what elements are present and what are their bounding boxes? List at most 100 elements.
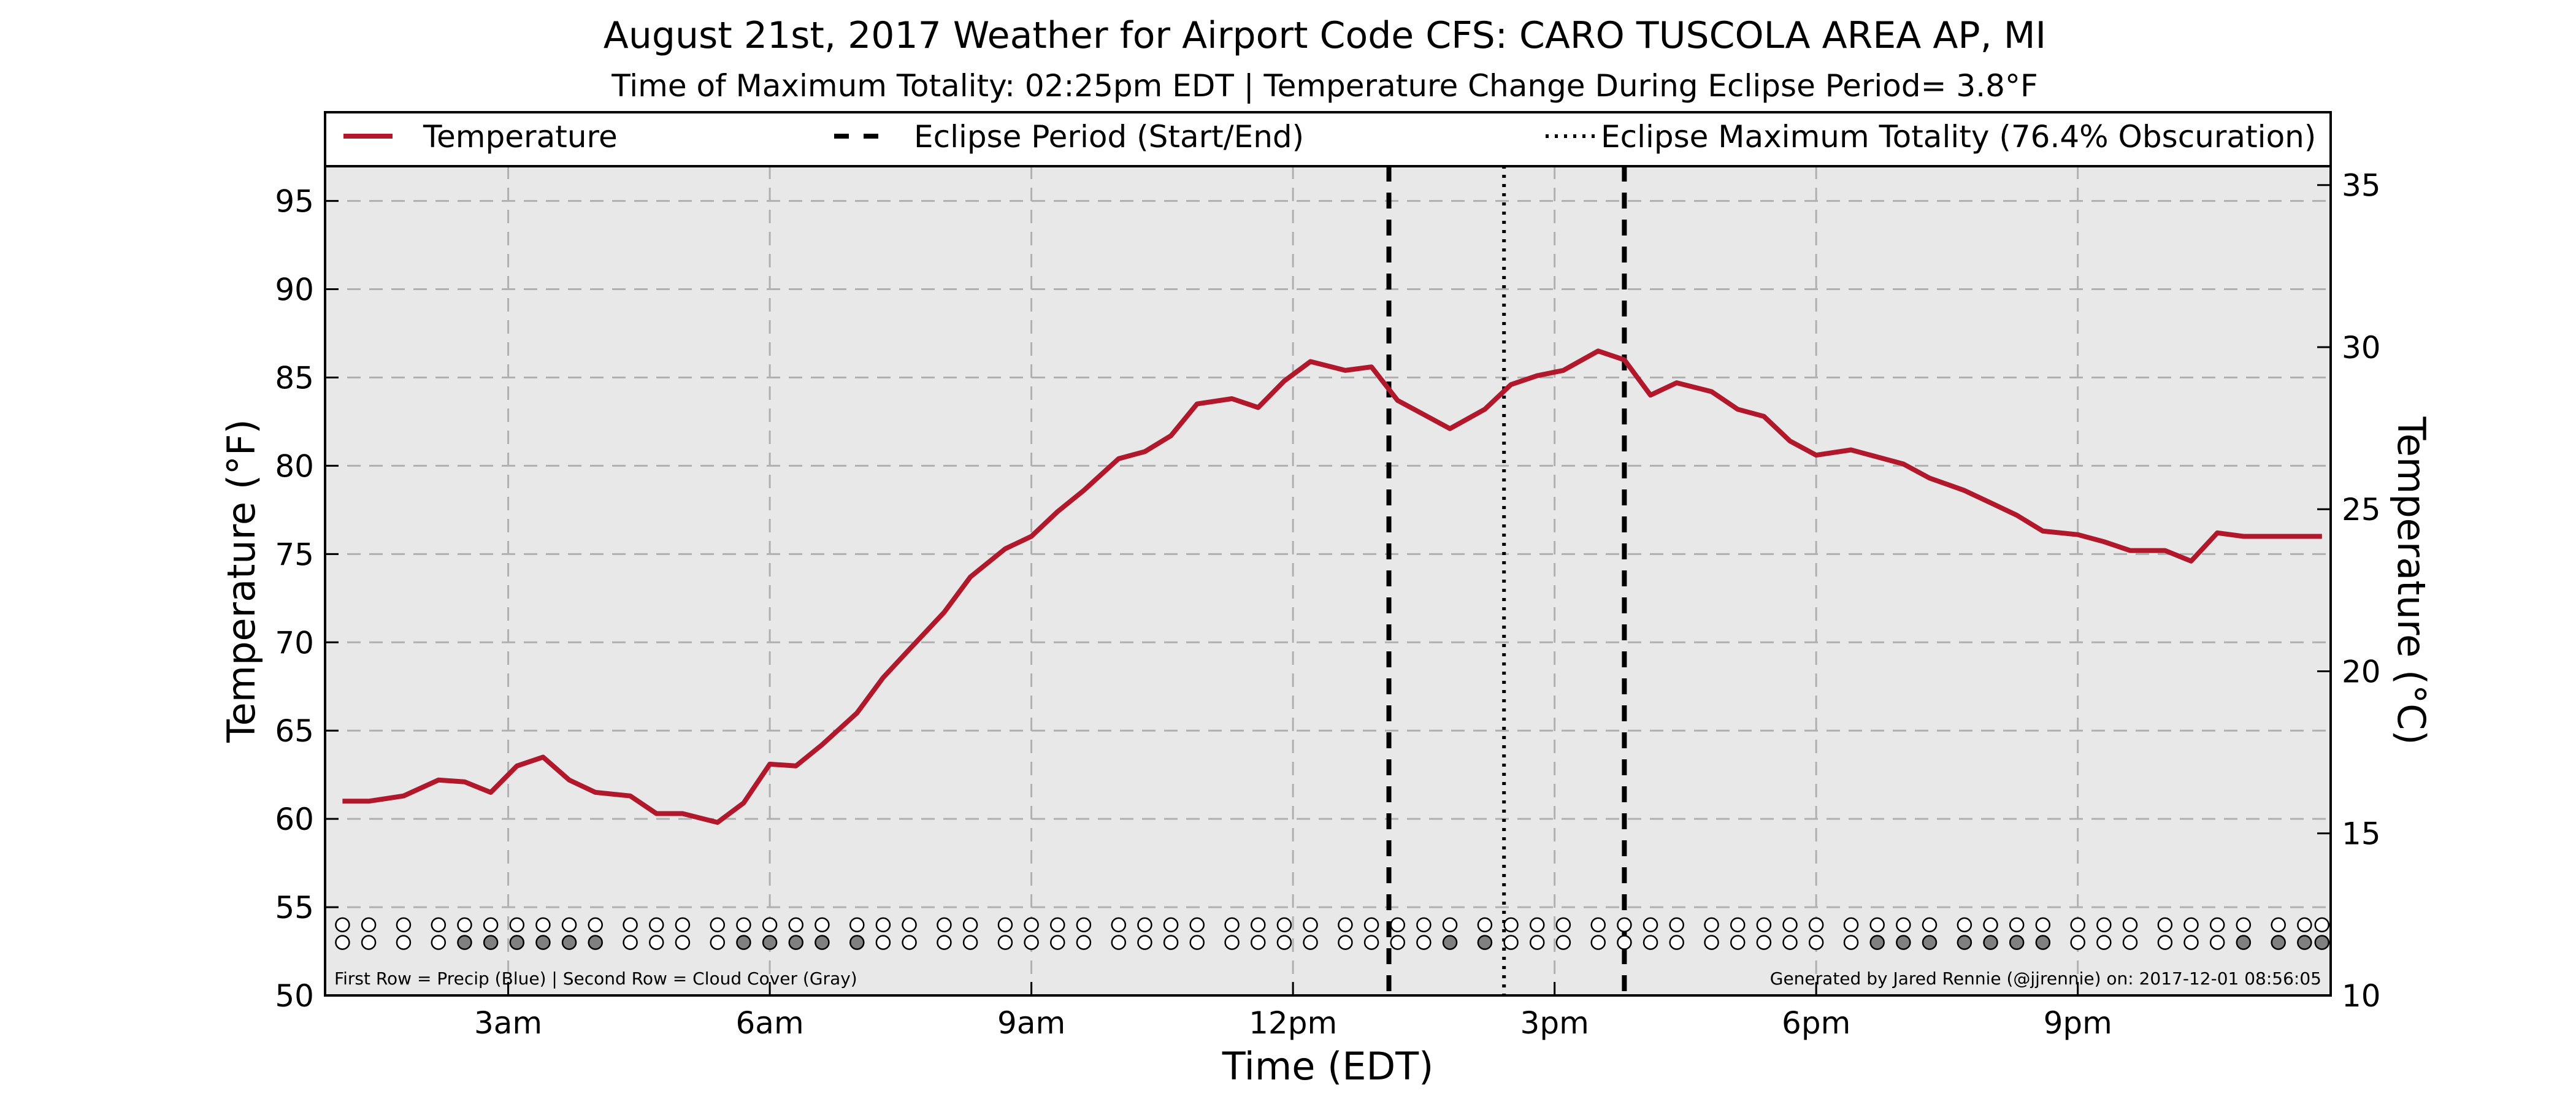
cloud-marker: [483, 935, 499, 950]
precip-marker: [1704, 917, 1719, 933]
cloud-marker: [1276, 935, 1292, 950]
x-axis-label: Time (EDT): [1222, 1044, 1434, 1089]
precip-marker: [1442, 917, 1458, 933]
cloud-marker: [710, 935, 726, 950]
y2-axis-label: Temperature (°C): [2389, 416, 2434, 745]
plot-area: [325, 166, 2331, 995]
y-tick-label: 80: [275, 448, 314, 484]
footnote-left: First Row = Precip (Blue) | Second Row =…: [334, 968, 857, 989]
legend-label-eclipse-period: Eclipse Period (Start/End): [914, 119, 1304, 155]
cloud-marker: [2096, 935, 2112, 950]
cloud-marker: [675, 935, 691, 950]
precip-marker: [1276, 917, 1292, 933]
cloud-marker: [1704, 935, 1719, 950]
cloud-marker: [1730, 935, 1746, 950]
precip-marker: [1390, 917, 1405, 933]
cloud-marker: [361, 935, 377, 950]
cloud-marker: [457, 935, 472, 950]
cloud-marker: [2035, 935, 2051, 950]
y-tick-label: 95: [275, 184, 314, 220]
cloud-marker: [1503, 935, 1519, 950]
cloud-marker: [937, 935, 952, 950]
precip-marker: [1477, 917, 1493, 933]
y-tick-label: 55: [275, 890, 314, 926]
cloud-marker: [1363, 935, 1379, 950]
y-tick-label: 60: [275, 802, 314, 837]
precip-marker: [535, 917, 551, 933]
precip-marker: [457, 917, 472, 933]
cloud-marker: [1338, 935, 1353, 950]
cloud-marker: [1843, 935, 1859, 950]
cloud-marker: [2297, 935, 2312, 950]
y-tick-label: 65: [275, 713, 314, 749]
cloud-marker: [1163, 935, 1179, 950]
precip-marker: [1050, 917, 1065, 933]
y2-tick-label: 25: [2342, 492, 2381, 527]
cloud-marker: [849, 935, 865, 950]
cloud-marker: [1869, 935, 1885, 950]
precip-marker: [2314, 917, 2330, 933]
precip-marker: [675, 917, 691, 933]
legend-label-eclipse-max: Eclipse Maximum Totality (76.4% Obscurat…: [1601, 119, 2316, 155]
precip-marker: [1922, 917, 1938, 933]
precip-marker: [1338, 917, 1353, 933]
precip-marker: [509, 917, 525, 933]
eclipse-lines: [1386, 166, 1627, 995]
precip-marker: [1303, 917, 1318, 933]
cloud-marker: [1756, 935, 1772, 950]
precip-marker: [710, 917, 726, 933]
marker-rows: [335, 917, 2330, 950]
precip-marker: [1163, 917, 1179, 933]
precip-marker: [2035, 917, 2051, 933]
cloud-marker: [1050, 935, 1065, 950]
precip-marker: [1076, 917, 1092, 933]
precip-marker: [2271, 917, 2286, 933]
precip-marker: [623, 917, 638, 933]
cloud-marker: [1024, 935, 1039, 950]
axes: 50 55 60 65 70 75 80 85 90 95 10 15 20 25 30 35 3am 6am 9a…: [275, 168, 2380, 1041]
precip-marker: [2236, 917, 2252, 933]
x-tick-label: 6am: [736, 1005, 804, 1041]
cloud-marker: [902, 935, 917, 950]
cloud-marker: [431, 935, 447, 950]
precip-marker: [649, 917, 664, 933]
precip-marker: [962, 917, 978, 933]
cloud-marker: [1477, 935, 1493, 950]
cloud-marker: [736, 935, 751, 950]
x-tick-label: 12pm: [1249, 1005, 1337, 1041]
cloud-marker: [2157, 935, 2173, 950]
grid-lines: [325, 166, 2331, 995]
precip-marker: [1782, 917, 1798, 933]
precip-marker: [736, 917, 751, 933]
precip-marker: [1617, 917, 1632, 933]
precip-marker: [1643, 917, 1658, 933]
cloud-marker: [1922, 935, 1938, 950]
series-layer: [342, 348, 2322, 825]
cloud-marker: [1303, 935, 1318, 950]
cloud-marker: [2271, 935, 2286, 950]
precip-marker: [875, 917, 891, 933]
cloud-marker: [1111, 935, 1127, 950]
precip-marker: [561, 917, 577, 933]
precip-marker: [937, 917, 952, 933]
cloud-marker: [1782, 935, 1798, 950]
cloud-marker: [2009, 935, 2025, 950]
y-tick-label: 50: [275, 978, 314, 1014]
legend-entry-eclipse-period: Eclipse Period (Start/End): [834, 119, 1304, 155]
precip-marker: [815, 917, 830, 933]
cloud-marker: [1555, 935, 1571, 950]
precip-marker: [1843, 917, 1859, 933]
precip-marker: [2183, 917, 2199, 933]
precip-marker: [997, 917, 1013, 933]
precip-marker: [1669, 917, 1684, 933]
precip-marker: [1590, 917, 1606, 933]
precip-marker: [1983, 917, 1998, 933]
x-tick-label: 3am: [474, 1005, 542, 1041]
x-tick-label: 3pm: [1520, 1005, 1589, 1041]
precip-marker: [1189, 917, 1205, 933]
precip-marker: [1024, 917, 1039, 933]
legend-label-temperature: Temperature: [423, 119, 618, 155]
y2-tick-label: 15: [2342, 816, 2381, 852]
